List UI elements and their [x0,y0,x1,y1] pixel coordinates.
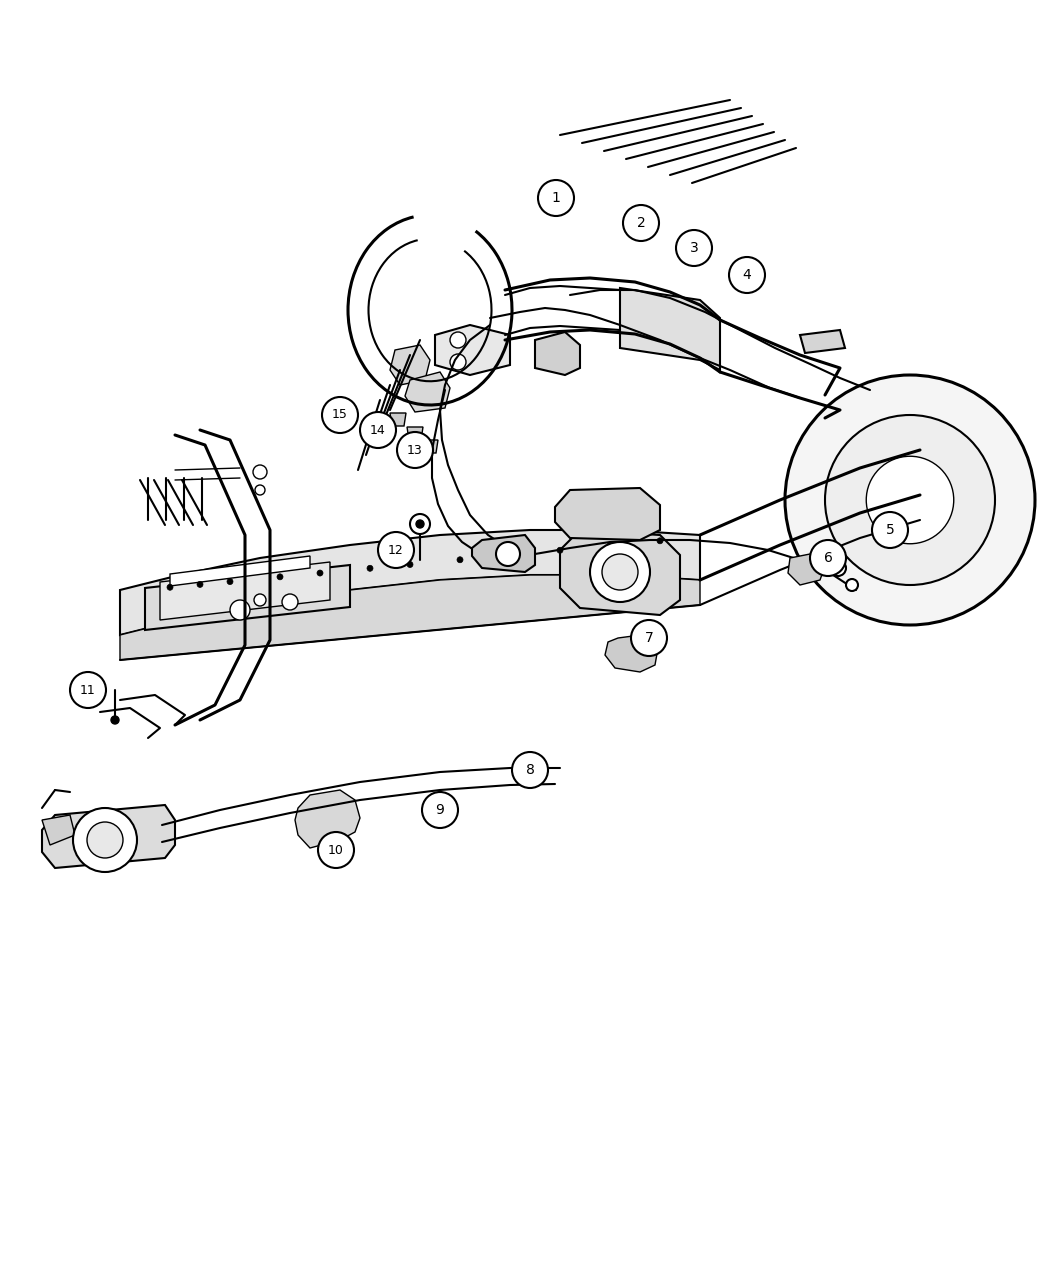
Circle shape [590,542,650,602]
Circle shape [230,601,250,620]
Polygon shape [435,325,510,375]
Circle shape [318,833,354,868]
Circle shape [512,752,548,788]
Text: 5: 5 [885,523,895,537]
Circle shape [227,579,233,584]
Polygon shape [170,556,310,586]
Polygon shape [160,562,330,620]
Circle shape [255,484,265,495]
Circle shape [282,594,298,609]
Text: 10: 10 [328,844,344,857]
Polygon shape [120,575,700,660]
Polygon shape [145,565,350,630]
Circle shape [623,205,659,241]
Text: 1: 1 [551,191,561,205]
Text: 15: 15 [332,408,348,422]
Polygon shape [536,332,580,375]
Circle shape [410,514,430,534]
Circle shape [450,332,466,348]
Polygon shape [407,427,423,440]
Polygon shape [605,634,658,672]
Circle shape [378,532,414,567]
Circle shape [397,432,433,468]
Text: 7: 7 [645,631,653,645]
Polygon shape [560,530,680,615]
Circle shape [167,584,173,590]
Circle shape [602,555,638,590]
Circle shape [197,581,203,588]
Text: 9: 9 [436,803,444,817]
Polygon shape [405,372,450,412]
Circle shape [416,520,424,528]
Circle shape [368,565,373,571]
Circle shape [317,570,323,576]
Circle shape [729,258,765,293]
Circle shape [657,538,663,544]
Circle shape [457,557,463,562]
Circle shape [676,230,712,266]
Circle shape [631,620,667,657]
Polygon shape [295,790,360,848]
Circle shape [538,180,574,215]
Polygon shape [42,805,175,868]
Circle shape [87,822,123,858]
Circle shape [360,412,396,448]
Circle shape [785,375,1035,625]
Circle shape [866,456,953,543]
Circle shape [825,414,995,585]
Polygon shape [390,413,406,426]
Circle shape [253,465,267,479]
Circle shape [496,542,520,566]
Circle shape [507,552,513,558]
Circle shape [70,672,106,708]
Circle shape [322,397,358,434]
Polygon shape [788,553,825,585]
Text: 6: 6 [823,551,833,565]
Polygon shape [422,440,438,453]
Polygon shape [42,815,75,845]
Circle shape [830,560,846,576]
Text: 11: 11 [80,683,96,696]
Polygon shape [472,536,536,572]
Circle shape [810,541,846,576]
Text: 3: 3 [690,241,698,255]
Text: 8: 8 [526,762,534,776]
Text: 13: 13 [407,444,423,456]
Polygon shape [620,288,720,370]
Circle shape [556,547,563,553]
Circle shape [422,792,458,827]
Polygon shape [120,530,700,635]
Circle shape [846,579,858,592]
Text: 12: 12 [388,543,404,556]
Circle shape [407,561,413,567]
Circle shape [74,808,136,872]
Circle shape [277,574,284,580]
Polygon shape [800,330,845,353]
Circle shape [111,717,119,724]
Polygon shape [555,488,660,541]
Circle shape [607,543,613,548]
Text: 4: 4 [742,268,752,282]
Text: 14: 14 [370,423,386,436]
Circle shape [254,594,266,606]
Text: 2: 2 [636,215,646,230]
Circle shape [872,513,908,548]
Polygon shape [390,346,430,385]
Circle shape [450,354,466,370]
